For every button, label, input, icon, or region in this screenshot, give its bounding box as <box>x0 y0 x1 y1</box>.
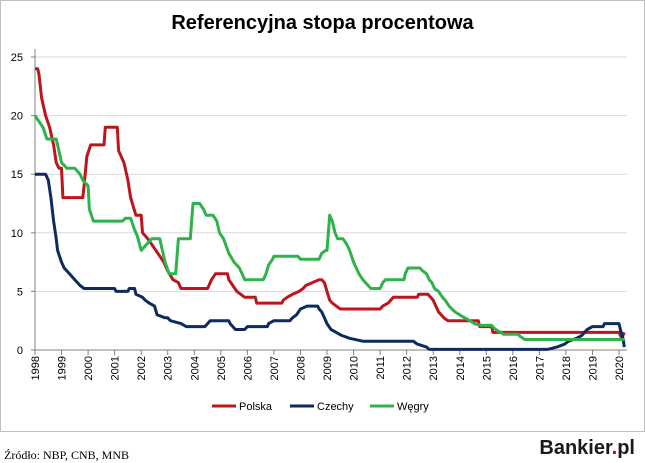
legend-label: Węgry <box>397 401 429 413</box>
x-tick-label: 2008 <box>295 356 307 380</box>
y-tick-label: 5 <box>17 286 23 298</box>
x-tick-labels: 1998 1999 2000 2001 2002 2003 2004 2005 2006 2007… <box>30 356 626 380</box>
x-tick-label: 2007 <box>269 356 281 380</box>
x-tick-label: 2013 <box>428 356 440 380</box>
x-tick-label: 2018 <box>561 356 573 380</box>
legend-label: Polska <box>239 401 273 413</box>
x-tick-label: 2009 <box>322 356 334 380</box>
chart-title: Referencyjna stopa procentowa <box>171 12 474 34</box>
y-tick-label: 10 <box>11 228 23 240</box>
x-tick-label: 2017 <box>534 356 546 380</box>
x-tick-label: 2004 <box>189 356 201 380</box>
series-line-czechy <box>35 172 626 351</box>
x-tick-label: 1998 <box>30 356 42 380</box>
x-tick-label: 2001 <box>110 356 122 380</box>
chart-frame <box>0 0 645 432</box>
x-tick-label: 2019 <box>587 356 599 380</box>
gridlines <box>35 56 627 292</box>
series-line-węgry <box>33 114 625 341</box>
y-tick-label: 20 <box>11 111 23 123</box>
x-tick-label: 2012 <box>402 356 414 380</box>
series-lines <box>33 67 626 351</box>
x-tick-label: 2016 <box>508 356 520 380</box>
x-tick-label: 2005 <box>216 356 228 380</box>
brand-dot: . <box>611 437 618 459</box>
brand-logo: Bankier.pl <box>539 437 635 460</box>
x-tick-label: 2020 <box>614 356 626 380</box>
brand-name: Bankier <box>539 437 612 459</box>
legend-label: Czechy <box>317 401 354 413</box>
x-tick-label: 2014 <box>455 356 467 380</box>
brand-tld: pl <box>617 437 635 459</box>
x-tick-label: 1999 <box>57 356 69 380</box>
y-tick-labels: 0 5 10 15 20 25 <box>11 52 23 357</box>
x-tick-label: 2015 <box>481 356 493 380</box>
source-note: Źródło: NBP, CNB, MNB <box>4 448 130 462</box>
y-tick-label: 15 <box>11 169 23 181</box>
x-tick-label: 2002 <box>136 356 148 380</box>
x-tick-label: 2011 <box>375 356 387 380</box>
legend: Polska Czechy Węgry <box>212 401 429 413</box>
x-tick-label: 2000 <box>83 356 95 380</box>
x-tick-label: 2010 <box>349 356 361 380</box>
y-tick-label: 25 <box>11 52 23 64</box>
x-tick-label: 2006 <box>242 356 254 380</box>
axes <box>31 49 627 355</box>
y-tick-label: 0 <box>17 345 23 357</box>
series-line-polska <box>35 67 626 340</box>
x-tick-label: 2003 <box>163 356 175 380</box>
